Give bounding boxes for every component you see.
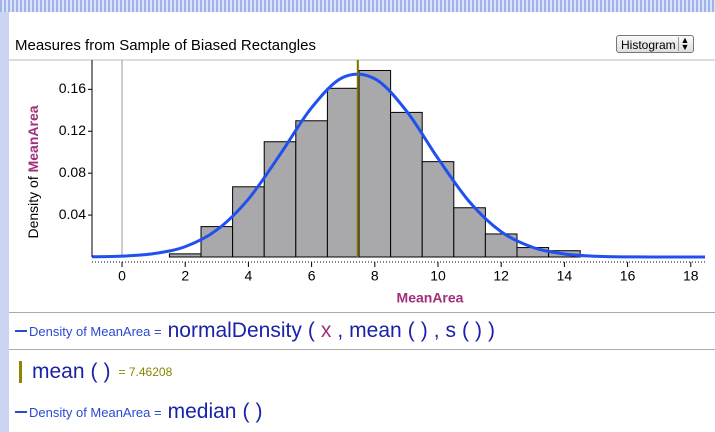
formula-token: ) <box>488 319 496 342</box>
formula-token: s <box>445 319 457 342</box>
window-frame <box>0 0 715 12</box>
formula-token: ( <box>90 360 98 383</box>
formula-row[interactable]: Density of MeanArea = median ( ) <box>9 394 715 430</box>
formula-result: = 7.46208 <box>118 365 173 379</box>
formula-row[interactable]: mean ( ) = 7.46208 <box>9 354 715 390</box>
formula-token: ) <box>103 360 111 383</box>
x-axis-label: MeanArea <box>397 290 464 306</box>
y-tick-label: 0.04 <box>59 206 86 222</box>
mean-icon <box>19 361 22 383</box>
menu-label: Histogram <box>621 38 676 52</box>
menu-arrow: ▲ ▼ <box>678 36 691 52</box>
graph-type-menu[interactable]: Histogram ▲ ▼ <box>616 35 694 53</box>
formula-token: ) <box>475 319 483 342</box>
chart: Density of MeanArea MeanArea 0.04 0.08 0.1… <box>9 59 715 306</box>
bar <box>390 111 423 258</box>
title-bar: Measures from Sample of Biased Rectangle… <box>9 34 715 58</box>
line-icon <box>15 411 27 413</box>
formula-token: , <box>337 319 344 342</box>
graph-title: Measures from Sample of Biased Rectangle… <box>15 37 316 54</box>
x-tick-label: 4 <box>245 268 253 284</box>
formula-token: ( <box>242 400 250 423</box>
y-label-attribute: MeanArea <box>25 105 41 172</box>
y-axis-label: Density of MeanArea <box>25 105 41 238</box>
bar <box>263 141 297 258</box>
x-tick-label: 2 <box>181 268 189 284</box>
y-tick-label: 0.16 <box>59 80 86 96</box>
bar <box>168 253 202 258</box>
formula-lhs: Density of MeanArea = <box>29 323 162 339</box>
x-tick-label: 0 <box>118 268 126 284</box>
formula-token: median <box>167 400 237 423</box>
bar <box>484 233 518 258</box>
bar <box>453 207 486 258</box>
y-tick-label: 0.12 <box>59 122 86 138</box>
bar <box>295 120 328 258</box>
formula-token: x <box>320 319 332 342</box>
y-label-prefix: Density of <box>25 176 41 238</box>
density-curve <box>91 72 705 259</box>
formula-token: ) <box>255 400 263 423</box>
x-tick-label: 10 <box>430 268 446 284</box>
formula-token: ( <box>407 319 415 342</box>
formula-lhs: Density of MeanArea = <box>29 404 162 420</box>
formula-token: ( <box>462 319 470 342</box>
bar <box>358 69 392 258</box>
formula-token: ( <box>307 319 315 342</box>
x-tick-label: 18 <box>683 268 699 284</box>
y-tick-label: 0.08 <box>59 164 86 180</box>
x-tick-label: 14 <box>557 268 573 284</box>
formula-token: , <box>433 319 440 342</box>
formula-token: ) <box>420 319 428 342</box>
x-tick-label: 8 <box>371 268 379 284</box>
bar <box>326 87 360 258</box>
graph-window: Measures from Sample of Biased Rectangle… <box>9 12 715 432</box>
formula-token: normalDensity <box>167 319 302 342</box>
x-tick-label: 12 <box>493 268 509 284</box>
formula-token: mean <box>349 319 402 342</box>
x-tick-label: 16 <box>620 268 636 284</box>
x-tick-label: 6 <box>308 268 316 284</box>
formula-token: mean <box>32 360 85 383</box>
curve-icon <box>15 330 27 332</box>
formula-row[interactable]: Density of MeanArea = normalDensity ( x … <box>9 312 715 350</box>
